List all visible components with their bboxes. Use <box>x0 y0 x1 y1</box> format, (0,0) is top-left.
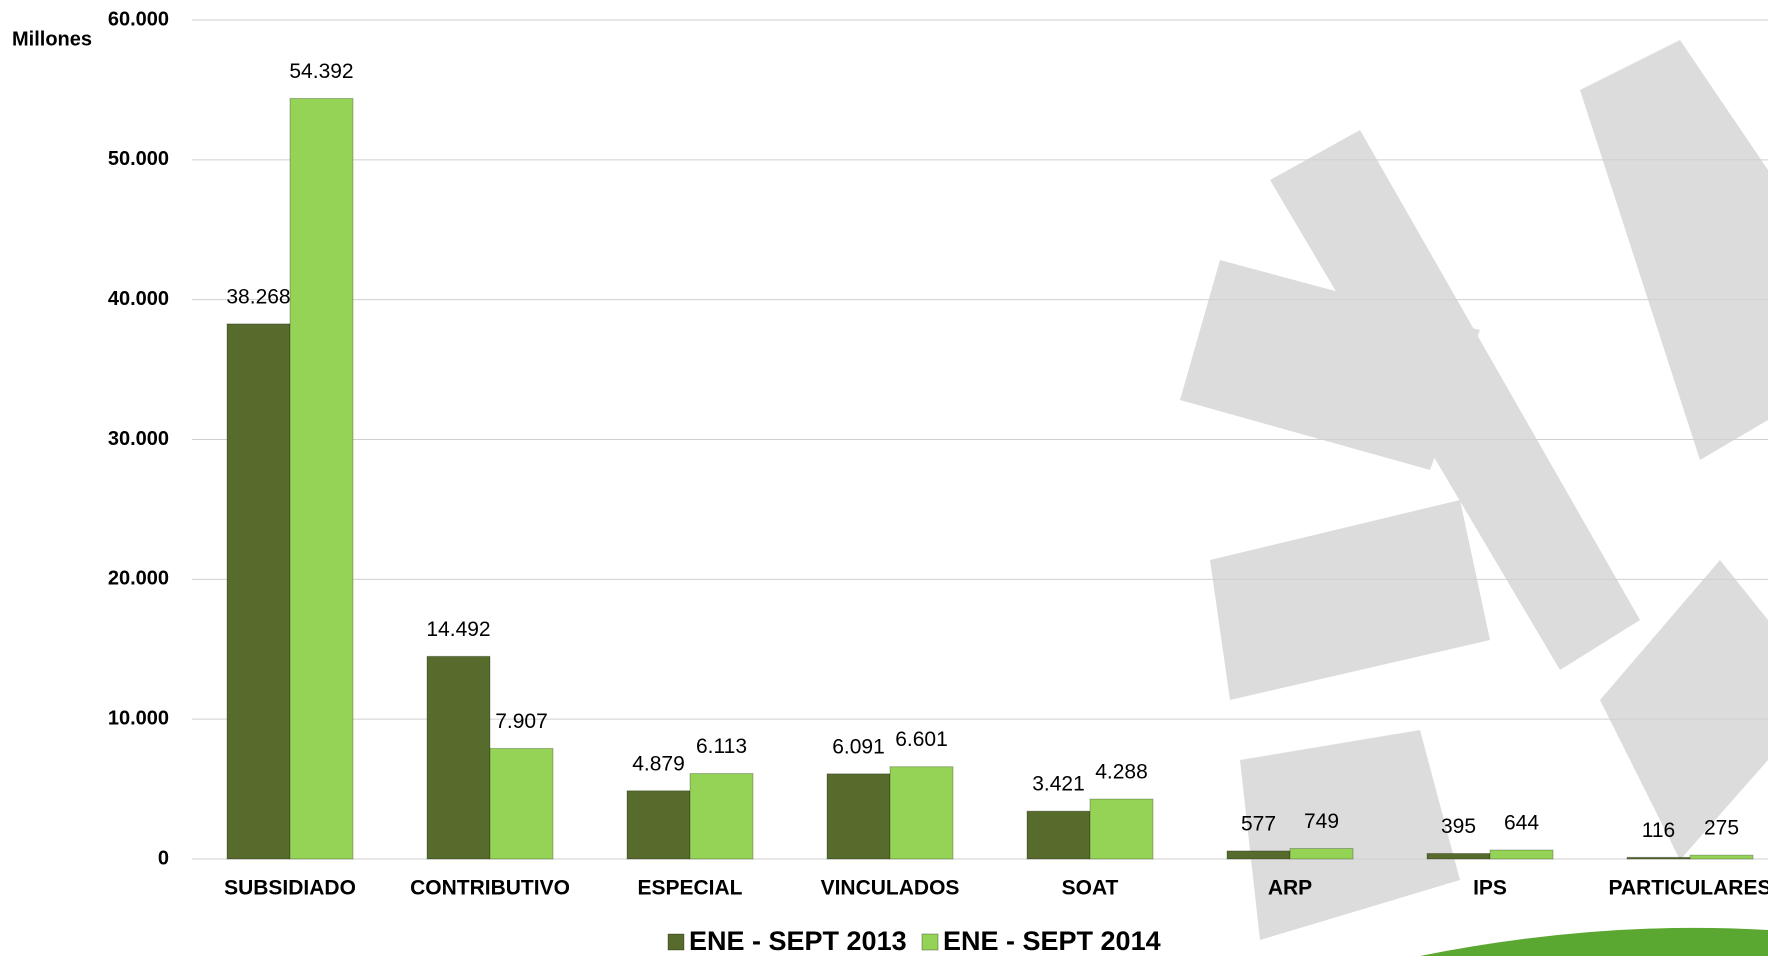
bar <box>1089 798 1154 860</box>
bar <box>1426 852 1491 860</box>
watermark-shape <box>1240 730 1460 940</box>
data-label: 54.392 <box>289 60 353 83</box>
x-tick-label: SUBSIDIADO <box>224 877 356 900</box>
data-label: 6.113 <box>696 735 747 758</box>
data-label: 275 <box>1704 817 1739 840</box>
watermark-shape <box>1600 560 1768 860</box>
bar <box>1289 848 1354 860</box>
legend-label: ENE - SEPT 2013 <box>689 926 907 956</box>
bar <box>289 97 354 860</box>
x-tick-label: VINCULADOS <box>821 877 960 900</box>
data-label: 4.879 <box>632 752 685 775</box>
decorative-swoosh <box>1420 927 1768 956</box>
watermark-shape <box>1210 500 1490 700</box>
legend-label: ENE - SEPT 2014 <box>943 926 1161 956</box>
bar <box>1689 854 1754 860</box>
bar <box>226 323 291 860</box>
x-tick-label: ESPECIAL <box>637 877 742 900</box>
y-tick-label: 30.000 <box>108 428 169 450</box>
y-tick-label: 20.000 <box>108 568 169 590</box>
bar <box>489 747 554 860</box>
legend-swatch <box>921 933 939 951</box>
bar <box>889 766 954 860</box>
y-tick-label: 10.000 <box>108 707 169 729</box>
bar <box>689 773 754 860</box>
data-label: 577 <box>1241 812 1276 835</box>
bar <box>1226 850 1291 860</box>
data-label: 14.492 <box>426 618 490 641</box>
data-label: 749 <box>1304 810 1339 833</box>
bar <box>1026 810 1091 860</box>
y-tick-label: 0 <box>158 847 169 869</box>
bar <box>426 655 491 860</box>
bar <box>1489 849 1554 860</box>
data-label: 644 <box>1504 812 1539 835</box>
x-tick-label: PARTICULARES <box>1609 877 1768 900</box>
x-tick-label: ARP <box>1268 877 1312 900</box>
y-tick-label: 40.000 <box>108 288 169 310</box>
data-label: 6.091 <box>832 735 885 758</box>
y-axis-label: Millones <box>12 28 92 50</box>
bar <box>826 773 891 860</box>
data-label: 116 <box>1642 819 1675 842</box>
y-tick-label: 60.000 <box>108 8 169 30</box>
x-tick-label: SOAT <box>1062 877 1119 900</box>
bar <box>626 790 691 860</box>
data-label: 7.907 <box>495 710 548 733</box>
legend-swatch <box>667 933 685 951</box>
x-tick-label: IPS <box>1473 877 1507 900</box>
data-label: 4.288 <box>1095 761 1148 784</box>
data-label: 6.601 <box>895 728 948 751</box>
x-tick-label: CONTRIBUTIVO <box>410 877 570 900</box>
watermark <box>1180 40 1768 940</box>
bar <box>1626 856 1691 860</box>
data-label: 38.268 <box>226 285 290 308</box>
watermark-shape <box>1580 40 1768 460</box>
y-tick-label: 50.000 <box>108 148 169 170</box>
data-label: 3.421 <box>1032 773 1085 796</box>
data-label: 395 <box>1441 815 1476 838</box>
watermark-shape <box>1180 260 1480 470</box>
